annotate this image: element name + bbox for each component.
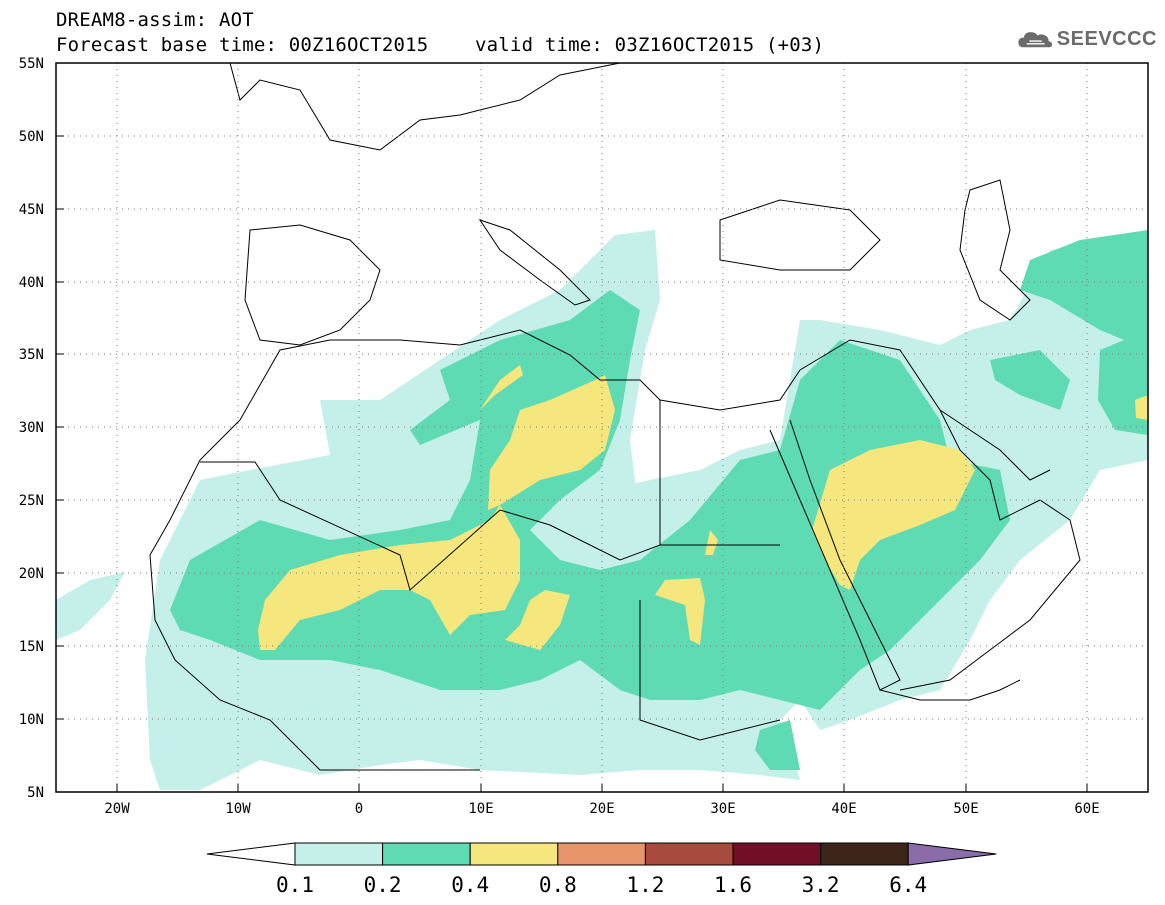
coastline-iberia bbox=[244, 224, 381, 346]
lat-label: 15N bbox=[19, 639, 44, 655]
colorbar-above-arrow bbox=[907, 842, 997, 866]
coastline-red-sea bbox=[769, 419, 901, 691]
lat-labels: 55N 50N 45N 40N 35N 30N 25N 20N 15N 10N … bbox=[19, 56, 44, 801]
gridlines bbox=[56, 63, 1148, 792]
aot-area-high-niger bbox=[505, 590, 570, 650]
border-sahara bbox=[200, 461, 780, 591]
lon-label: 40E bbox=[831, 801, 856, 817]
coastline-europe bbox=[229, 63, 621, 151]
aot-area-mid-caspian bbox=[1020, 230, 1148, 350]
colorbar-segment bbox=[557, 842, 646, 866]
lat-label: 30N bbox=[19, 420, 44, 436]
aot-area-mid-west bbox=[170, 290, 1010, 710]
logo-text: SEEVCCC bbox=[1056, 27, 1157, 50]
lon-label: 0 bbox=[355, 801, 363, 817]
lon-label: 20W bbox=[104, 801, 130, 817]
colorbar-level-label: 0.2 bbox=[364, 873, 402, 897]
lon-label: 50E bbox=[953, 801, 978, 817]
colorbar-segment bbox=[382, 842, 471, 866]
coastline-italy bbox=[478, 219, 591, 306]
coastline-black-sea bbox=[719, 199, 881, 271]
lat-label: 35N bbox=[19, 347, 44, 363]
time-info: Forecast base time: 00Z16OCT2015 valid t… bbox=[56, 35, 824, 56]
colorbar-level-label: 3.2 bbox=[802, 873, 840, 897]
aot-area-mid-iran bbox=[990, 350, 1070, 410]
colorbar-level-label: 1.2 bbox=[626, 873, 664, 897]
lat-label: 50N bbox=[19, 129, 44, 145]
lon-label: 20E bbox=[589, 801, 614, 817]
colorbar-segment bbox=[644, 842, 734, 866]
coastline-horn-africa bbox=[879, 679, 1021, 701]
aot-area-high-mali bbox=[258, 505, 520, 650]
aot-area-high-sudan bbox=[655, 578, 705, 645]
colorbar-segment bbox=[732, 842, 822, 866]
colorbar: 0.1 0.2 0.4 0.8 1.2 1.6 3.2 6.4 bbox=[206, 842, 997, 897]
colorbar-below-arrow bbox=[206, 842, 296, 866]
aot-area-low-atlantic bbox=[56, 572, 125, 640]
border-sudan bbox=[639, 600, 781, 741]
aot-area-high-egypt bbox=[705, 530, 718, 555]
coastline-persian-gulf bbox=[939, 409, 1051, 481]
lat-label: 25N bbox=[19, 493, 44, 509]
lat-label: 20N bbox=[19, 566, 44, 582]
lat-label: 55N bbox=[19, 56, 44, 72]
colorbar-level-label: 0.4 bbox=[451, 873, 489, 897]
aot-shading bbox=[56, 230, 1148, 790]
lat-label: 5N bbox=[27, 785, 44, 801]
aot-area-high-pakistan bbox=[1135, 395, 1148, 420]
lon-label: 30E bbox=[710, 801, 735, 817]
colorbar-level-label: 6.4 bbox=[889, 873, 927, 897]
cloud-icon bbox=[1018, 32, 1053, 48]
lon-labels: 20W 10W 0 10E 20E 30E 40E 50E 60E bbox=[104, 801, 1099, 817]
coastlines bbox=[149, 63, 1081, 771]
colorbar-level-label: 1.6 bbox=[714, 873, 752, 897]
lat-label: 45N bbox=[19, 202, 44, 218]
lon-label: 10E bbox=[468, 801, 493, 817]
valid-time-text: valid time: 03Z16OCT2015 (+03) bbox=[475, 34, 825, 56]
map-title: DREAM8-assim: AOT bbox=[56, 9, 254, 31]
aot-area-high-arabia bbox=[812, 440, 975, 590]
coastline-west-africa bbox=[149, 419, 480, 771]
colorbar-segment bbox=[294, 842, 384, 866]
aot-area-mid-ethiopia bbox=[755, 720, 800, 770]
axis-ticks bbox=[56, 62, 1088, 792]
colorbar-segment bbox=[469, 842, 559, 866]
lat-label: 40N bbox=[19, 275, 44, 291]
aot-area-high-algeria bbox=[480, 365, 523, 410]
aot-area-high-libya bbox=[488, 375, 615, 510]
colorbar-level-label: 0.8 bbox=[539, 873, 577, 897]
seevccc-logo: SEEVCCC bbox=[1017, 22, 1157, 56]
colorbar-level-label: 0.1 bbox=[276, 873, 314, 897]
lat-label: 10N bbox=[19, 712, 44, 728]
coastline-arabia bbox=[799, 339, 1081, 691]
lon-label: 10W bbox=[225, 801, 251, 817]
base-time-text: Forecast base time: 00Z16OCT2015 bbox=[56, 34, 429, 56]
colorbar-segment bbox=[820, 842, 909, 866]
coastline-north-africa bbox=[239, 329, 801, 421]
coastline-caspian bbox=[959, 179, 1031, 321]
lon-label: 60E bbox=[1074, 801, 1099, 817]
